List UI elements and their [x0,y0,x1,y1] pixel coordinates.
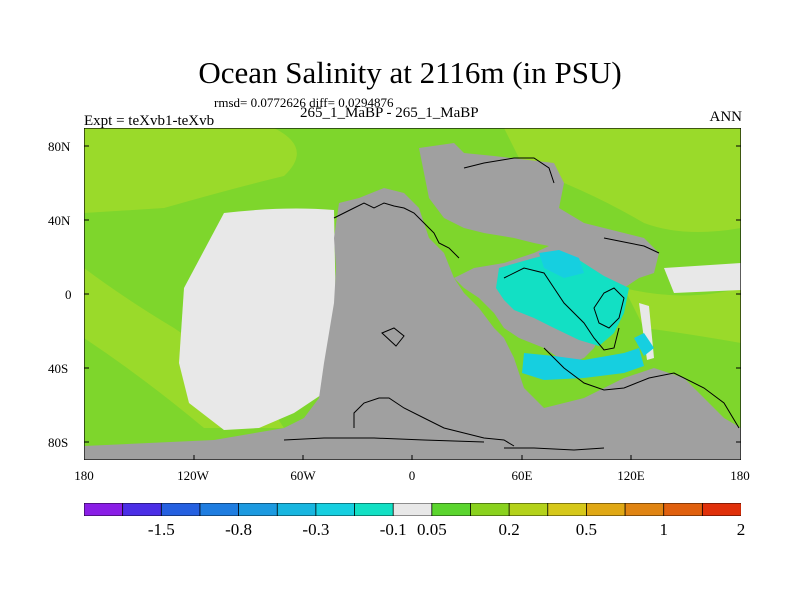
y-tick-label: 80N [48,139,71,154]
experiment-label: Expt = teXvb1-teXvb [84,113,215,129]
colorbar-label: 2 [736,520,746,539]
colorbar-swatch [392,503,433,516]
y-tick-label: 0 [65,287,72,302]
colorbar-swatch [84,503,124,516]
axis-ticks [84,145,741,460]
lighter-green-band [84,128,297,213]
coastline [543,347,740,429]
positive-anomaly-region [496,253,629,346]
colorbar-label: -0.1 [379,520,407,539]
y-tick-label: 40N [48,213,71,228]
coastline [283,437,485,443]
colorbar-label: -0.3 [302,520,330,539]
colorbar-swatch [624,503,665,516]
land-mass [476,358,509,413]
positive-anomaly-region [539,250,584,278]
lighter-green-band [624,288,741,343]
near-zero-anomaly-region [664,263,741,293]
x-tick-label: 120W [177,468,209,483]
colorbar-label: -0.8 [225,520,253,539]
x-tick-label: 60W [290,468,316,483]
coastline [333,202,460,259]
coastline [353,397,515,447]
case-comparison-label: 265_1_MaBP - 265_1_MaBP [300,105,479,121]
colorbar-swatch [701,503,741,516]
rmsd-diff-stats: rmsd= 0.0772626 diff= 0.0294876 [214,95,394,110]
x-tick-label: 60E [511,468,533,483]
colorbar [84,503,741,516]
x-tick-label: 180 [74,468,94,483]
coastline [503,267,620,351]
colorbar-swatch [238,503,278,516]
coastline [504,447,605,451]
coastline-outlines [283,157,740,451]
colorbar-label: -1.5 [147,520,175,539]
colorbar-swatch [508,503,549,516]
colorbar-label: 0.2 [498,520,520,539]
season-label: ANN [709,109,743,125]
colorbar-swatch [547,503,588,516]
x-tick-label: 0 [408,468,416,483]
coastline [603,237,660,254]
land-mass [464,183,479,198]
coastline [593,287,625,329]
salinity-map [84,128,741,460]
y-tick-label: 40S [48,361,69,376]
colorbar-swatch [199,503,240,516]
coastline [463,157,555,184]
colorbar-swatch [663,503,704,516]
colorbar-label: 1 [659,520,668,539]
land-mass [84,188,741,460]
coastline [381,327,405,347]
lighter-green-band [504,128,741,232]
colorbar-label: 0.5 [575,520,598,539]
colorbar-swatch [276,503,317,516]
colorbar-swatch [315,503,356,516]
x-tick-label: 120E [617,468,645,483]
x-tick-label: 180 [730,468,750,483]
near-zero-anomaly-region [179,208,336,430]
y-tick-label: 80S [48,435,69,450]
colorbar-swatch [470,503,510,516]
colorbar-swatch [431,503,472,516]
colorbar-swatch [160,503,201,516]
colorbar-label: 0.05 [416,520,447,539]
colorbar-swatch [354,503,394,516]
colorbar-swatch [122,503,163,516]
colorbar-swatch [586,503,626,516]
positive-anomaly-region [634,333,654,356]
map-title: Ocean Salinity at 2116m (in PSU) [198,55,622,90]
